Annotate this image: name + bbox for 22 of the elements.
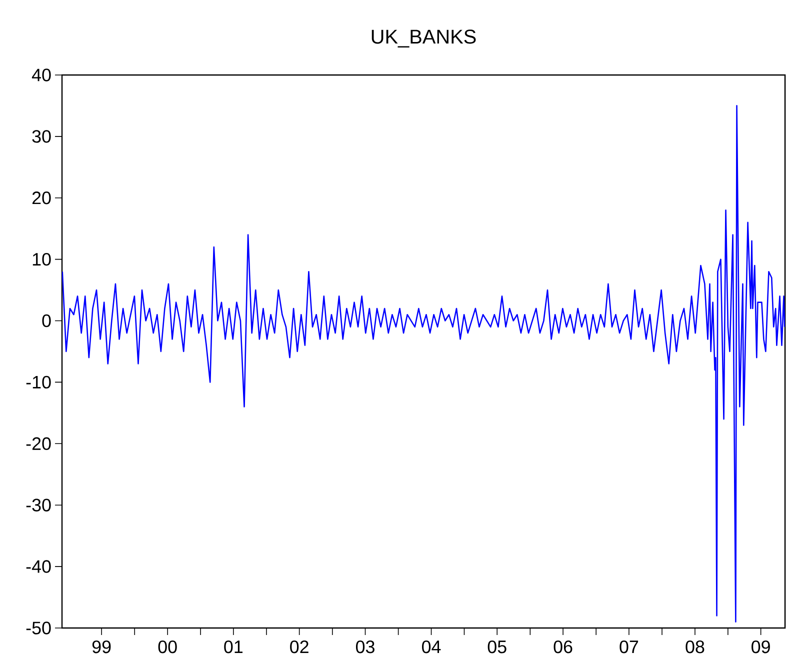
y-tick-label: -20: [26, 437, 51, 450]
x-tick-label: 03: [356, 640, 374, 654]
y-tick-label: 30: [32, 130, 51, 143]
x-tick-label: 04: [422, 640, 441, 654]
y-tick-label: 20: [32, 192, 51, 204]
chart-title: UK_BANKS: [372, 30, 476, 48]
y-tick-label: -50: [26, 622, 51, 634]
y-tick-label: -10: [26, 376, 51, 389]
y-tick-label: 0: [42, 314, 51, 328]
x-tick-label: 00: [158, 640, 177, 654]
x-tick-label: 01: [224, 640, 242, 654]
x-tick-label: 05: [488, 640, 506, 654]
x-tick-label: 09: [752, 640, 770, 654]
x-tick-label: 06: [554, 640, 572, 654]
y-tick-label: 10: [32, 252, 51, 266]
x-tick-label: 99: [92, 640, 111, 654]
x-tick-label: 02: [290, 640, 308, 654]
x-tick-label: 07: [620, 640, 638, 654]
x-tick-label: 08: [686, 640, 704, 654]
y-tick-label: -40: [26, 560, 51, 573]
y-tick-label: 40: [32, 68, 51, 82]
y-tick-label: -30: [26, 498, 51, 512]
